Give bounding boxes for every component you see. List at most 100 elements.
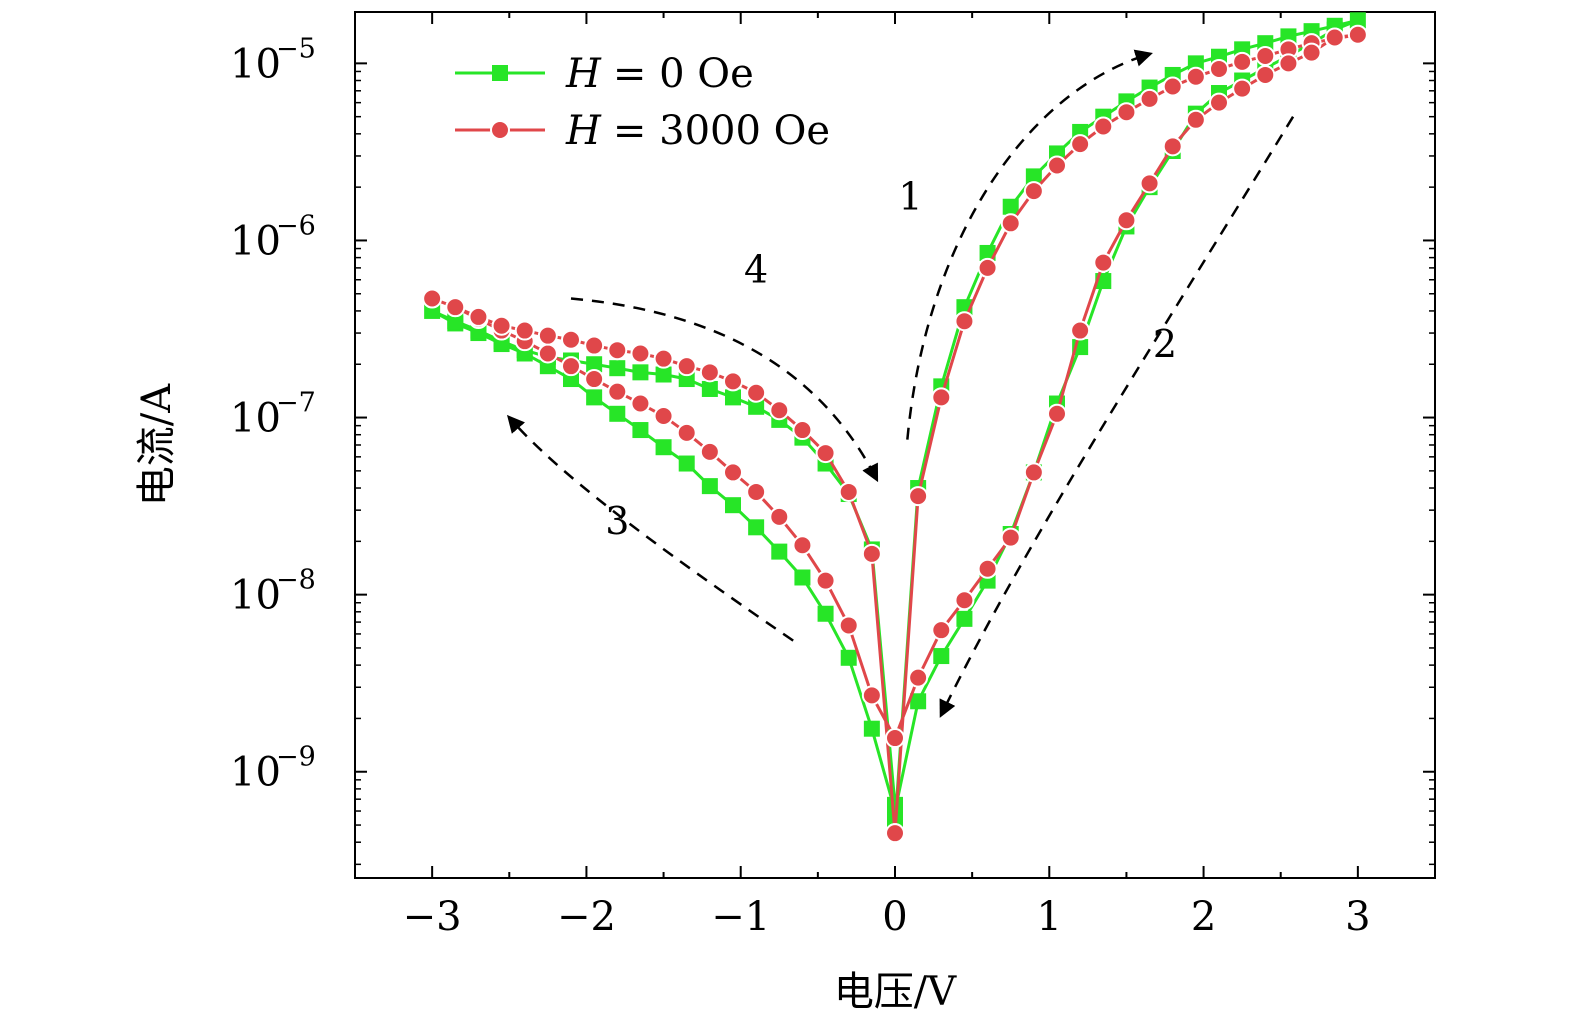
data-point-circle — [561, 356, 581, 377]
sweep-label: 1 — [898, 174, 922, 218]
data-point-square — [632, 422, 649, 439]
data-point-circle — [977, 558, 998, 579]
x-tick-label: 3 — [1345, 894, 1370, 940]
y-axis-title: 电流/A — [134, 383, 180, 506]
data-point-circle — [931, 620, 952, 641]
direction-arrow — [906, 49, 1153, 440]
data-point-square — [655, 366, 672, 383]
data-point-circle — [653, 406, 674, 427]
data-point-square — [586, 389, 603, 406]
data-point-circle — [769, 506, 790, 527]
data-point-square — [609, 405, 626, 422]
legend-marker-circle — [490, 120, 510, 140]
data-point-circle — [676, 422, 697, 443]
series — [422, 12, 1368, 844]
data-point-circle — [1000, 527, 1021, 548]
y-tick-exponent: −6 — [276, 210, 316, 241]
legend-item: H = 3000 Oe — [455, 108, 830, 154]
x-tick-label: 1 — [1037, 894, 1062, 940]
data-point-circle — [723, 371, 743, 392]
y-tick-exponent: −7 — [276, 388, 316, 419]
sweep-label: 4 — [744, 247, 768, 291]
data-point-circle — [630, 393, 651, 414]
data-point-square — [1002, 198, 1019, 215]
data-point-circle — [861, 543, 882, 564]
data-point-circle — [630, 343, 651, 364]
data-point-square — [1025, 168, 1042, 185]
legend-label: H = 0 Oe — [565, 51, 754, 97]
data-point-square — [910, 693, 927, 710]
data-point-circle — [699, 362, 720, 383]
data-point-circle — [1047, 155, 1067, 176]
x-axis-title: 电压/V — [834, 969, 957, 1015]
data-point-square — [817, 605, 834, 622]
data-point-circle — [1139, 88, 1160, 109]
data-point-circle — [815, 443, 836, 464]
data-point-circle — [1000, 213, 1021, 234]
y-tick-label: 10−7 — [230, 388, 316, 442]
data-point-circle — [1093, 252, 1114, 273]
data-point-circle — [1232, 51, 1253, 72]
data-point-circle — [792, 535, 813, 556]
data-point-square — [863, 720, 880, 737]
data-point-circle — [1070, 134, 1091, 155]
y-tick-label: 10−8 — [230, 565, 316, 619]
legend: H = 0 Oe H = 3000 Oe — [455, 51, 830, 154]
annotations: 1 2 3 4 — [506, 49, 1295, 718]
legend-variable: H — [565, 108, 602, 154]
x-tick-label: −3 — [403, 894, 462, 940]
data-point-circle — [885, 823, 905, 844]
data-point-circle — [1093, 116, 1114, 137]
data-point-square — [771, 543, 788, 560]
legend-item: H = 0 Oe — [455, 51, 754, 97]
data-point-circle — [1209, 92, 1229, 113]
data-point-circle — [838, 481, 859, 502]
data-point-circle — [1070, 320, 1091, 341]
x-tick-label: −1 — [711, 894, 770, 940]
y-tick-base: 10 — [230, 396, 281, 442]
data-point-circle — [445, 297, 466, 318]
series-line — [430, 33, 1360, 834]
legend-marker-square — [492, 65, 508, 81]
data-point-square — [1187, 55, 1204, 72]
data-point-circle — [1324, 27, 1345, 48]
data-point-circle — [699, 441, 720, 462]
data-point-circle — [1047, 403, 1067, 424]
data-point-circle — [537, 325, 558, 346]
data-point-circle — [838, 615, 859, 636]
data-point-circle — [815, 570, 836, 591]
data-point-circle — [561, 329, 581, 350]
y-tick-label: 10−6 — [230, 210, 316, 264]
data-point-circle — [1162, 136, 1183, 157]
data-point-circle — [1278, 53, 1299, 74]
data-point-circle — [769, 400, 790, 421]
data-point-circle — [954, 311, 975, 332]
data-point-circle — [1116, 210, 1137, 231]
data-point-circle — [514, 320, 535, 341]
data-point-circle — [1255, 64, 1276, 85]
data-point-circle — [1139, 173, 1160, 194]
data-point-circle — [1162, 76, 1183, 97]
data-point-circle — [885, 728, 905, 749]
data-point-square — [701, 478, 718, 495]
data-point-circle — [607, 340, 628, 361]
data-point-circle — [468, 306, 489, 327]
data-point-circle — [931, 387, 952, 408]
data-point-circle — [676, 356, 697, 377]
data-point-square — [609, 360, 626, 377]
y-tick-exponent: −5 — [276, 33, 316, 64]
y-tick-base: 10 — [230, 573, 281, 619]
y-tick-label: 10−5 — [230, 33, 316, 87]
data-point-square — [725, 497, 741, 514]
data-point-circle — [1185, 109, 1206, 130]
data-point-circle — [908, 486, 929, 507]
data-point-circle — [1116, 102, 1137, 123]
axis-ticks: −3 −2 −1 0 1 2 310−910−810−710−610−5 — [230, 12, 1435, 940]
data-point-circle — [1209, 58, 1229, 79]
data-point-square — [956, 610, 973, 627]
data-point-square — [586, 356, 603, 373]
direction-arrow — [506, 414, 794, 642]
data-point-square — [1349, 12, 1366, 29]
y-tick-exponent: −9 — [276, 742, 316, 773]
